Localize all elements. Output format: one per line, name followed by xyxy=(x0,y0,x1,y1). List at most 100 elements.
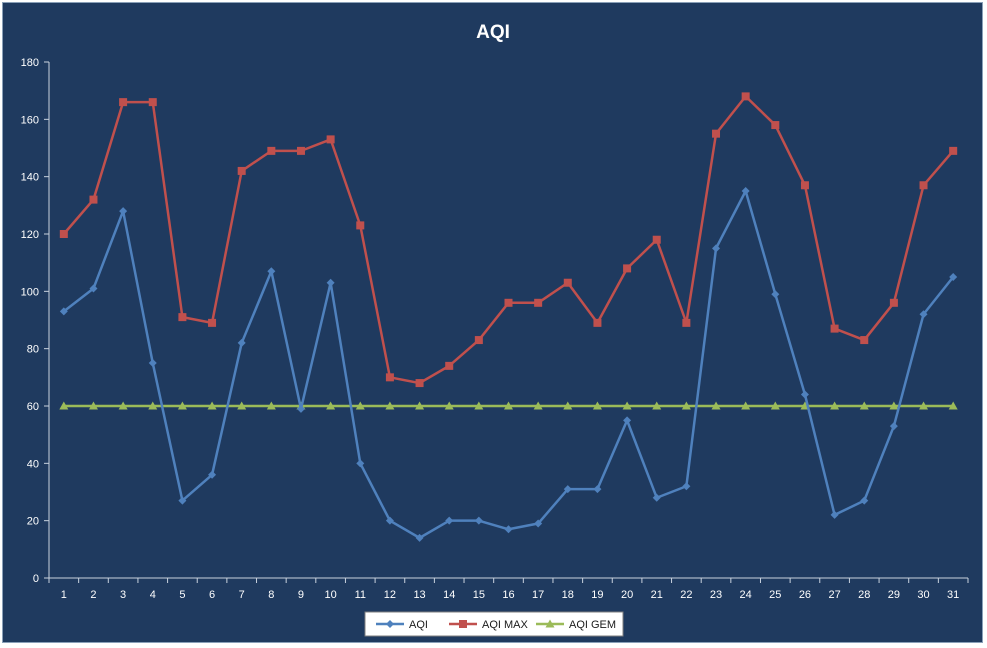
x-tick-label: 29 xyxy=(888,589,900,601)
data-point-aqi-max xyxy=(356,221,365,230)
data-point-aqi-max xyxy=(296,146,305,155)
legend: AQI AQI MAX AQI GEM xyxy=(364,611,624,637)
x-tick-label: 24 xyxy=(740,589,752,601)
data-point-aqi-max xyxy=(623,264,632,273)
data-point-aqi-max xyxy=(178,313,187,322)
data-point-aqi xyxy=(237,338,246,347)
data-point-aqi xyxy=(296,404,305,413)
data-point-aqi xyxy=(741,187,750,195)
legend-label: AQI xyxy=(409,619,428,631)
x-tick-label: 26 xyxy=(799,589,811,601)
data-point-aqi xyxy=(474,516,483,525)
data-point-aqi xyxy=(830,510,839,519)
data-point-aqi xyxy=(208,470,217,479)
data-point-aqi-max xyxy=(208,318,217,327)
data-point-aqi xyxy=(919,310,928,319)
data-point-aqi xyxy=(534,519,543,528)
series-aqi-gem xyxy=(59,401,958,410)
y-tick-label: 160 xyxy=(21,114,39,126)
data-point-aqi-max xyxy=(712,129,721,138)
data-point-aqi-max xyxy=(415,379,424,388)
data-point-aqi-max xyxy=(830,324,839,333)
y-tick-label: 40 xyxy=(27,458,39,470)
x-tick-label: 16 xyxy=(502,589,514,601)
data-point-aqi-max xyxy=(771,121,780,130)
data-point-aqi xyxy=(652,493,661,502)
data-point-aqi xyxy=(563,485,572,494)
x-tick-label: 20 xyxy=(621,589,633,601)
x-tick-label: 28 xyxy=(858,589,870,601)
data-point-aqi-gem xyxy=(770,401,780,410)
data-point-aqi-max xyxy=(563,278,572,287)
chart-title: AQI xyxy=(476,22,510,43)
legend-label: AQI MAX xyxy=(482,619,529,631)
data-point-aqi-gem xyxy=(830,401,840,410)
x-tick-label: 27 xyxy=(828,589,840,601)
data-point-aqi-max xyxy=(148,98,157,107)
data-point-aqi xyxy=(89,284,98,293)
data-point-aqi-max xyxy=(474,336,483,345)
legend-item-aqi: AQI xyxy=(376,619,428,631)
data-point-aqi-max xyxy=(89,195,98,204)
data-point-aqi xyxy=(356,459,365,468)
data-point-aqi-gem xyxy=(237,401,247,410)
data-point-aqi-gem xyxy=(711,401,721,410)
data-point-aqi-max xyxy=(59,230,68,238)
x-tick-label: 22 xyxy=(680,589,692,601)
x-tick-label: 10 xyxy=(325,589,337,601)
legend-box xyxy=(364,611,624,637)
data-point-aqi-gem xyxy=(415,401,425,410)
data-point-aqi xyxy=(593,485,602,494)
data-point-aqi-gem xyxy=(889,401,899,410)
y-tick-label: 180 xyxy=(21,57,39,69)
data-point-aqi-gem xyxy=(859,401,869,410)
series-aqi xyxy=(59,187,958,542)
legend-marker xyxy=(386,620,394,628)
series-layer xyxy=(59,92,958,542)
data-point-aqi-gem xyxy=(504,401,513,410)
data-point-aqi-gem xyxy=(474,401,484,410)
x-tick-label: 30 xyxy=(917,589,929,601)
legend-label: AQI GEM xyxy=(569,619,616,631)
y-tick-label: 140 xyxy=(21,172,39,184)
data-point-aqi-max xyxy=(682,318,691,327)
data-point-aqi-max xyxy=(593,318,602,327)
x-tick-label: 15 xyxy=(473,589,485,601)
data-point-aqi xyxy=(771,290,780,299)
data-point-aqi-gem xyxy=(741,401,751,410)
data-point-aqi-max xyxy=(949,146,958,155)
x-tick-label: 19 xyxy=(591,589,603,601)
x-tick-label: 9 xyxy=(298,589,304,601)
x-tick-label: 31 xyxy=(947,589,959,601)
data-point-aqi-gem xyxy=(533,401,543,410)
y-tick-label: 80 xyxy=(27,344,39,356)
data-point-aqi xyxy=(148,359,157,367)
data-point-aqi-gem xyxy=(948,401,958,410)
data-point-aqi xyxy=(682,482,691,491)
data-point-aqi xyxy=(623,416,632,425)
data-point-aqi xyxy=(119,207,128,216)
data-point-aqi-gem xyxy=(118,401,128,410)
data-point-aqi xyxy=(178,496,187,505)
series-line-aqi-max xyxy=(62,95,955,385)
legend-marker xyxy=(459,620,467,628)
x-tick-label: 3 xyxy=(120,589,126,601)
x-tick-label: 23 xyxy=(710,589,722,601)
data-point-aqi-max xyxy=(741,92,750,101)
data-point-aqi-max xyxy=(919,181,928,190)
data-point-aqi-gem xyxy=(919,401,929,410)
x-tick-label: 1 xyxy=(61,589,67,601)
data-point-aqi xyxy=(267,267,276,276)
data-point-aqi-gem xyxy=(385,401,395,410)
data-point-aqi-max xyxy=(445,361,454,370)
data-point-aqi xyxy=(326,278,335,287)
legend-marker xyxy=(545,619,555,628)
series-line-aqi xyxy=(63,189,955,540)
data-point-aqi-max xyxy=(534,298,543,307)
data-point-aqi-gem xyxy=(88,401,98,410)
data-point-aqi-max xyxy=(119,98,128,107)
data-point-aqi-gem xyxy=(355,401,365,410)
y-tick-label: 100 xyxy=(21,286,39,298)
